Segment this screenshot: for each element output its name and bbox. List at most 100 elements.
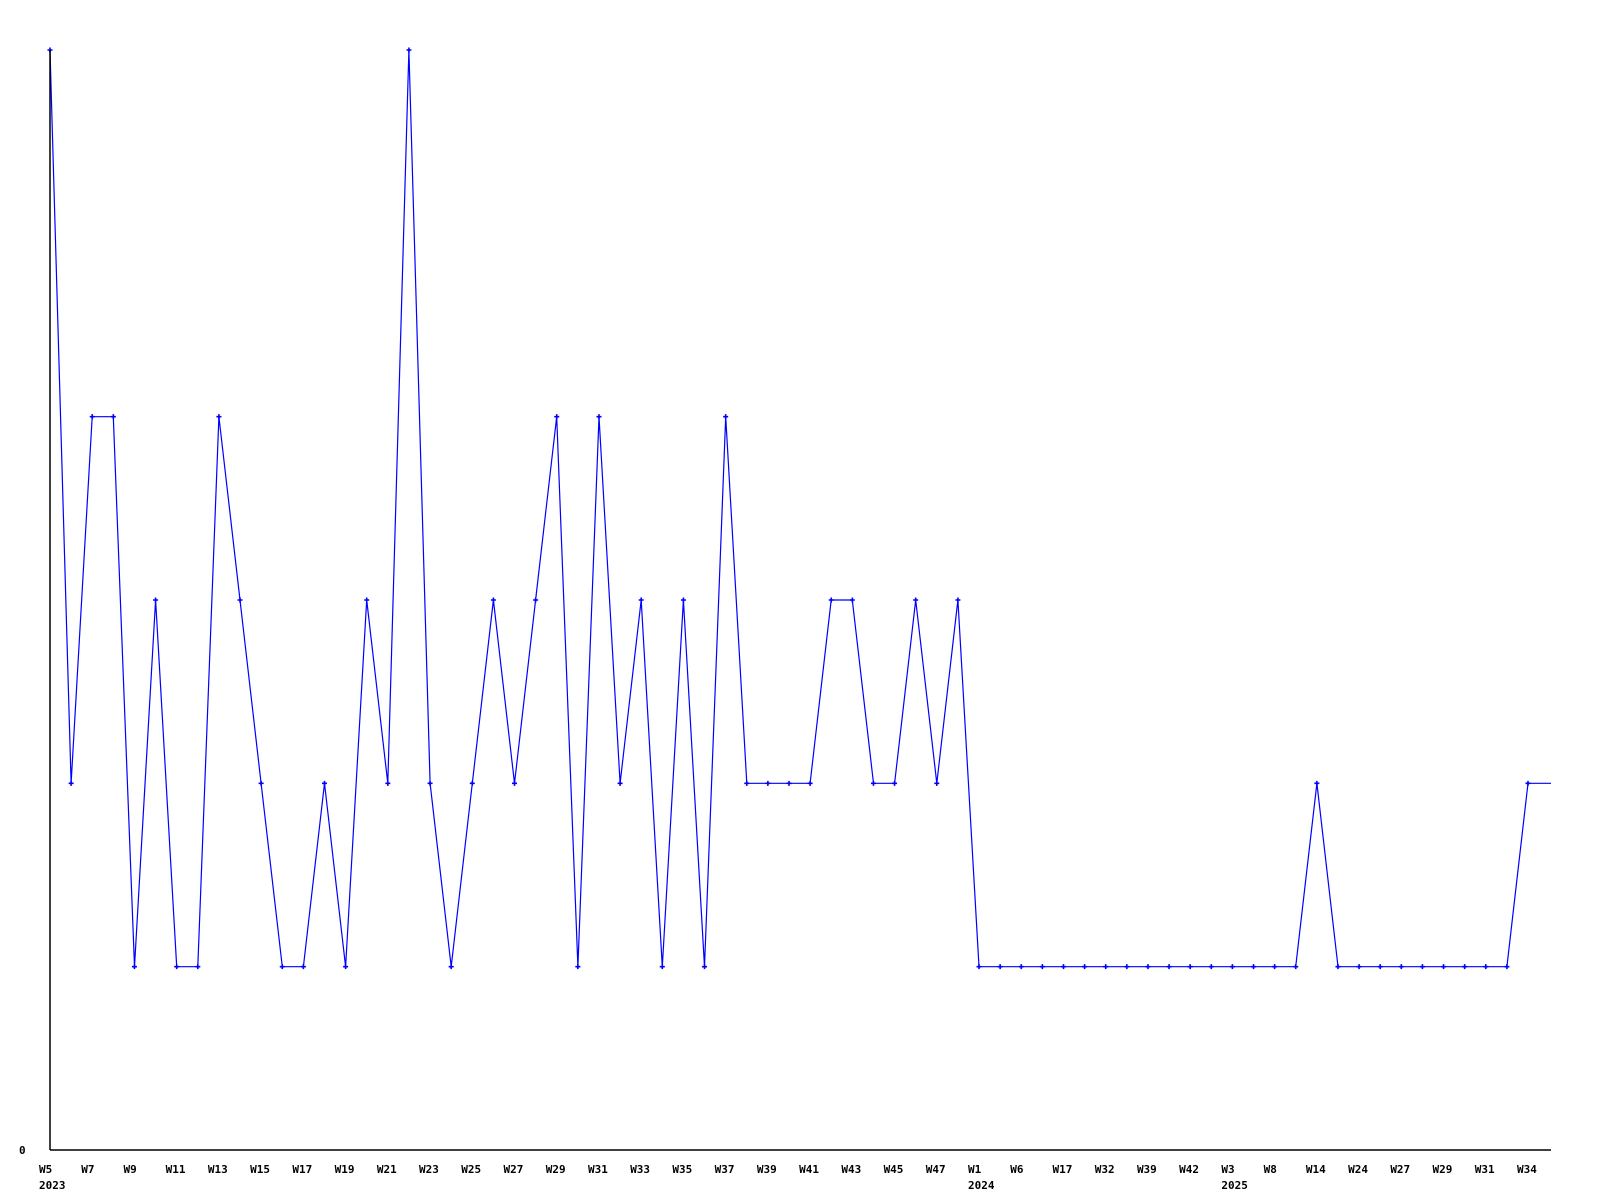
data-point <box>1272 964 1278 970</box>
x-tick-label: W15 <box>250 1163 270 1176</box>
x-tick-label: W23 <box>419 1163 439 1176</box>
x-tick-label: W29 <box>546 1163 566 1176</box>
data-point <box>490 597 496 603</box>
x-tick-label: W24 <box>1348 1163 1368 1176</box>
data-point <box>512 780 518 786</box>
x-tick-label: W19 <box>335 1163 355 1176</box>
data-point <box>1187 964 1193 970</box>
x-tick-label: W39 <box>757 1163 777 1176</box>
data-point <box>258 780 264 786</box>
data-point <box>469 780 475 786</box>
data-point <box>1124 964 1130 970</box>
data-point <box>1103 964 1109 970</box>
x-tick-label: W9 <box>123 1163 136 1176</box>
data-point <box>849 597 855 603</box>
x-tick-label: W39 <box>1137 1163 1157 1176</box>
data-point <box>934 780 940 786</box>
y-tick-label: 0 <box>19 1144 26 1157</box>
data-point <box>786 780 792 786</box>
data-point <box>1441 964 1447 970</box>
data-point <box>1419 964 1425 970</box>
data-point <box>1208 964 1214 970</box>
data-point <box>1377 964 1383 970</box>
data-point <box>702 964 708 970</box>
x-tick-label: W6 <box>1010 1163 1024 1176</box>
data-point <box>1335 964 1341 970</box>
data-point <box>1483 964 1489 970</box>
data-point <box>976 964 982 970</box>
series-line <box>49 49 1551 968</box>
x-tick-label: W27 <box>1390 1163 1410 1176</box>
data-point <box>1251 964 1257 970</box>
data-point <box>1356 964 1362 970</box>
x-tick-label: W5 <box>39 1163 52 1176</box>
data-point <box>1525 780 1531 786</box>
x-tick-label: W27 <box>504 1163 524 1176</box>
x-tick-label: W32 <box>1095 1163 1115 1176</box>
data-point <box>575 964 581 970</box>
data-point <box>1166 964 1172 970</box>
x-tick-label: W17 <box>292 1163 312 1176</box>
data-point <box>554 414 560 420</box>
data-point <box>1060 964 1066 970</box>
data-point <box>955 597 961 603</box>
x-tick-label: W14 <box>1306 1163 1326 1176</box>
data-point <box>638 597 644 603</box>
data-point <box>1293 964 1299 970</box>
data-point <box>1462 964 1468 970</box>
data-point <box>279 964 285 970</box>
data-point <box>596 414 602 420</box>
x-tick-label: W31 <box>588 1163 608 1176</box>
data-point <box>153 597 159 603</box>
data-point <box>1229 964 1235 970</box>
x-tick-label: W42 <box>1179 1163 1199 1176</box>
data-point <box>617 780 623 786</box>
data-point <box>343 964 349 970</box>
data-point <box>110 414 116 420</box>
x-tick-label: W47 <box>926 1163 946 1176</box>
data-point <box>1145 964 1151 970</box>
data-point <box>300 964 306 970</box>
x-tick-label: W35 <box>672 1163 692 1176</box>
data-point <box>131 964 137 970</box>
x-tick-label: W7 <box>81 1163 94 1176</box>
data-point <box>913 597 919 603</box>
x-tick-label: W1 <box>968 1163 982 1176</box>
data-point <box>174 964 180 970</box>
data-point <box>89 414 95 420</box>
data-point <box>216 414 222 420</box>
x-year-label: 2023 <box>39 1179 66 1192</box>
x-tick-label: W3 <box>1221 1163 1234 1176</box>
data-point <box>744 780 750 786</box>
data-point <box>1314 780 1320 786</box>
x-tick-label: W34 <box>1517 1163 1537 1176</box>
data-point <box>997 964 1003 970</box>
data-point <box>364 597 370 603</box>
x-tick-label: W45 <box>884 1163 904 1176</box>
x-tick-label: W41 <box>799 1163 819 1176</box>
data-point <box>659 964 665 970</box>
data-point <box>828 597 834 603</box>
data-point <box>1082 964 1088 970</box>
x-tick-label: W11 <box>166 1163 186 1176</box>
data-point <box>1039 964 1045 970</box>
x-tick-label: W29 <box>1433 1163 1453 1176</box>
data-point <box>385 780 391 786</box>
x-tick-label: W13 <box>208 1163 228 1176</box>
data-point <box>68 780 74 786</box>
data-point <box>321 780 327 786</box>
data-point <box>870 780 876 786</box>
x-tick-label: W37 <box>715 1163 735 1176</box>
x-tick-label: W21 <box>377 1163 397 1176</box>
x-tick-label: W8 <box>1264 1163 1277 1176</box>
data-point <box>723 414 729 420</box>
data-point <box>448 964 454 970</box>
x-tick-label: W43 <box>841 1163 861 1176</box>
data-point <box>237 597 243 603</box>
data-point <box>892 780 898 786</box>
x-year-label: 2024 <box>968 1179 995 1192</box>
x-tick-label: W31 <box>1475 1163 1495 1176</box>
x-tick-label: W17 <box>1052 1163 1072 1176</box>
x-tick-label: W33 <box>630 1163 650 1176</box>
